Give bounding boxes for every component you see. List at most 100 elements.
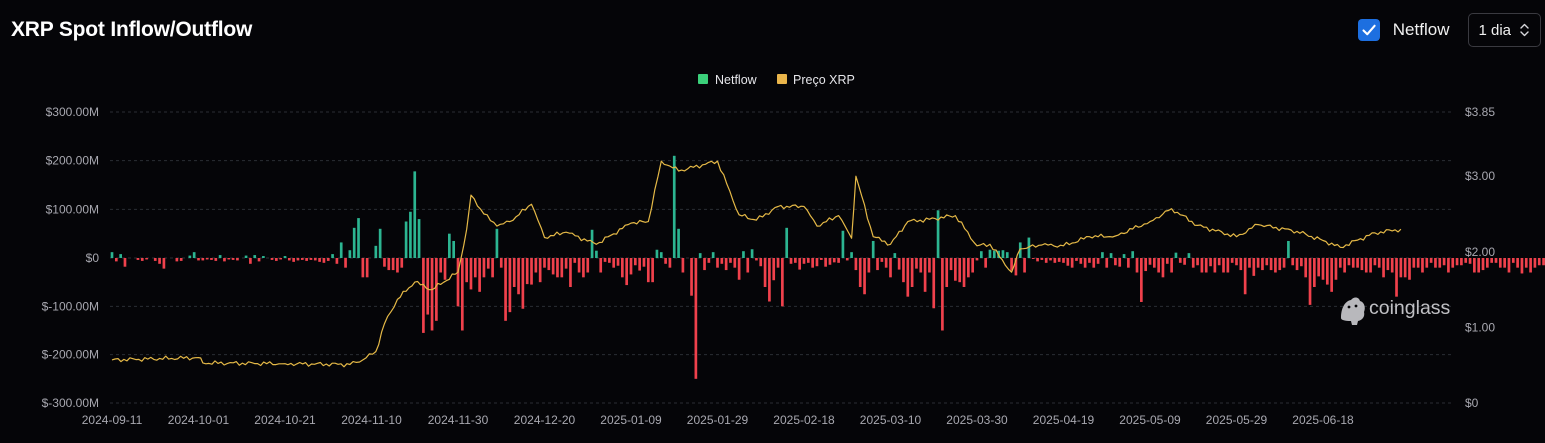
netflow-bar[interactable] — [659, 252, 663, 258]
netflow-bar[interactable] — [936, 210, 940, 258]
netflow-bar[interactable] — [404, 221, 408, 259]
netflow-bar[interactable] — [192, 252, 196, 258]
netflow-bar[interactable] — [1351, 258, 1355, 268]
netflow-bar[interactable] — [175, 258, 179, 262]
netflow-bar[interactable] — [400, 258, 404, 268]
netflow-bar[interactable] — [361, 258, 365, 278]
netflow-bar[interactable] — [1165, 258, 1169, 264]
netflow-bar[interactable] — [1152, 258, 1156, 268]
netflow-bar[interactable] — [551, 258, 555, 275]
netflow-bar[interactable] — [1503, 258, 1506, 268]
netflow-bar[interactable] — [262, 256, 265, 258]
netflow-bar[interactable] — [664, 258, 667, 264]
netflow-bar[interactable] — [586, 258, 590, 273]
netflow-bar[interactable] — [1477, 258, 1481, 273]
netflow-bar[interactable] — [577, 258, 581, 273]
netflow-bar[interactable] — [768, 258, 771, 302]
netflow-bar[interactable] — [530, 258, 533, 285]
netflow-bar[interactable] — [750, 249, 754, 258]
netflow-bar[interactable] — [906, 258, 910, 297]
netflow-bar[interactable] — [941, 258, 944, 331]
netflow-bar[interactable] — [1105, 258, 1109, 268]
netflow-bar[interactable] — [616, 258, 620, 266]
netflow-bar[interactable] — [1369, 258, 1372, 273]
netflow-bar[interactable] — [1256, 258, 1260, 268]
netflow-bar[interactable] — [1486, 258, 1489, 268]
netflow-bar[interactable] — [1473, 258, 1476, 273]
netflow-bar[interactable] — [850, 252, 853, 258]
netflow-bar[interactable] — [452, 240, 456, 258]
netflow-bar[interactable] — [236, 258, 239, 261]
netflow-bar[interactable] — [1230, 258, 1234, 263]
netflow-bar[interactable] — [188, 255, 192, 258]
netflow-bar[interactable] — [205, 258, 209, 260]
netflow-bar[interactable] — [1114, 258, 1117, 266]
netflow-bar[interactable] — [344, 258, 347, 268]
netflow-bar[interactable] — [923, 258, 927, 292]
netflow-bar[interactable] — [1118, 258, 1122, 267]
netflow-bar[interactable] — [1399, 258, 1403, 278]
netflow-bar[interactable] — [123, 258, 127, 267]
netflow-bar[interactable] — [1174, 252, 1178, 258]
netflow-bar[interactable] — [1295, 258, 1299, 271]
netflow-bar[interactable] — [703, 258, 706, 271]
netflow-bar[interactable] — [1390, 258, 1394, 273]
netflow-bar[interactable] — [603, 258, 607, 262]
netflow-bar[interactable] — [543, 258, 546, 268]
netflow-bar[interactable] — [430, 258, 434, 331]
netflow-bar[interactable] — [1096, 258, 1100, 264]
netflow-bar[interactable] — [426, 258, 430, 315]
netflow-bar[interactable] — [145, 258, 148, 260]
netflow-bar[interactable] — [1317, 258, 1321, 277]
netflow-bar[interactable] — [378, 228, 382, 258]
netflow-bar[interactable] — [1144, 258, 1148, 272]
netflow-bar[interactable] — [621, 258, 624, 278]
netflow-bar[interactable] — [499, 258, 503, 268]
netflow-bar[interactable] — [915, 258, 918, 269]
netflow-bar[interactable] — [1243, 258, 1247, 295]
netflow-bar[interactable] — [867, 258, 871, 273]
netflow-bar[interactable] — [1524, 258, 1528, 268]
netflow-bar[interactable] — [845, 258, 849, 261]
netflow-bar[interactable] — [1200, 258, 1204, 273]
netflow-bar[interactable] — [1127, 258, 1130, 268]
netflow-bar[interactable] — [962, 258, 966, 287]
netflow-bar[interactable] — [794, 258, 797, 263]
netflow-bar[interactable] — [1403, 258, 1407, 278]
netflow-bar[interactable] — [1217, 258, 1221, 266]
netflow-bar[interactable] — [1395, 258, 1398, 297]
netflow-bar[interactable] — [763, 258, 767, 287]
netflow-bar[interactable] — [690, 258, 693, 296]
netflow-bar[interactable] — [1261, 258, 1264, 271]
netflow-bar[interactable] — [153, 258, 157, 261]
netflow-bar[interactable] — [668, 258, 672, 268]
netflow-bar[interactable] — [824, 258, 827, 267]
netflow-bar[interactable] — [417, 219, 421, 258]
netflow-bar[interactable] — [491, 258, 494, 278]
netflow-bar[interactable] — [871, 240, 875, 258]
netflow-bar[interactable] — [413, 171, 417, 258]
netflow-bar[interactable] — [478, 258, 481, 292]
netflow-bar[interactable] — [677, 228, 680, 258]
netflow-bar[interactable] — [854, 258, 858, 271]
netflow-bar[interactable] — [724, 258, 728, 271]
netflow-bar[interactable] — [322, 258, 326, 263]
netflow-bar[interactable] — [309, 258, 313, 260]
netflow-bar[interactable] — [716, 258, 719, 268]
netflow-bar[interactable] — [889, 258, 892, 278]
netflow-bar[interactable] — [858, 258, 862, 287]
netflow-bar[interactable] — [1092, 258, 1096, 268]
price-line[interactable] — [111, 160, 1402, 368]
netflow-bar[interactable] — [335, 258, 339, 264]
netflow-bar[interactable] — [469, 258, 473, 290]
netflow-bar[interactable] — [1252, 258, 1256, 276]
netflow-bar[interactable] — [1101, 252, 1104, 258]
netflow-bar[interactable] — [681, 258, 685, 273]
netflow-bar[interactable] — [569, 258, 572, 287]
netflow-bar[interactable] — [1438, 258, 1442, 268]
netflow-bar[interactable] — [789, 258, 793, 264]
netflow-bar[interactable] — [1516, 258, 1519, 268]
netflow-bar[interactable] — [525, 258, 529, 285]
netflow-bar[interactable] — [863, 258, 866, 295]
netflow-bar[interactable] — [1040, 258, 1044, 260]
